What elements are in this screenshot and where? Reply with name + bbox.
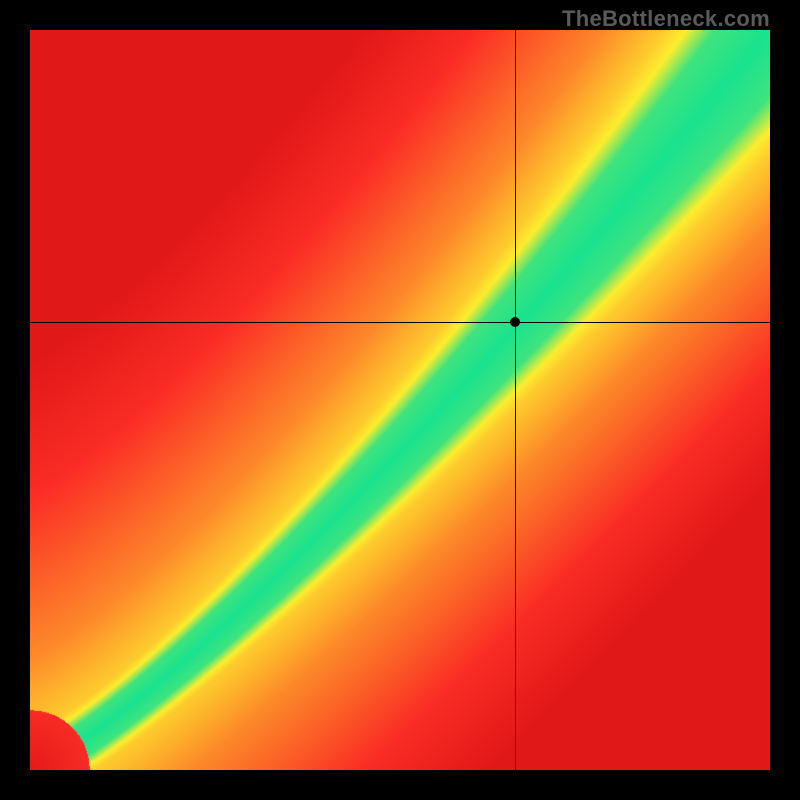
crosshair-vertical	[515, 30, 516, 770]
chart-container: TheBottleneck.com	[0, 0, 800, 800]
crosshair-horizontal	[30, 322, 770, 323]
plot-area	[30, 30, 770, 770]
heatmap-canvas	[30, 30, 770, 770]
crosshair-marker	[510, 317, 520, 327]
watermark-text: TheBottleneck.com	[562, 6, 770, 32]
